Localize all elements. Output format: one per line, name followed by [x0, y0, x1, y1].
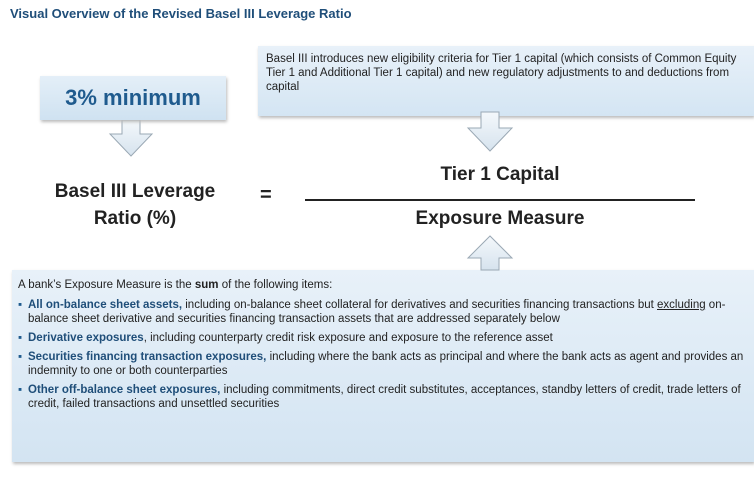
item-lead: Securities financing transaction exposur…	[28, 351, 267, 363]
exposure-intro: A bank’s Exposure Measure is the sum of …	[18, 278, 748, 292]
exposure-item: All on-balance sheet assets, including o…	[18, 298, 748, 326]
intro-bold: sum	[194, 279, 219, 291]
arrow-down	[108, 119, 154, 157]
arrow-up	[466, 235, 514, 271]
tier1-note: Basel III introduces new eligibility cri…	[258, 46, 754, 116]
item-text: including where the bank acts as princip…	[28, 351, 744, 377]
exposure-box: A bank’s Exposure Measure is the sum of …	[12, 270, 754, 462]
formula-equals: =	[260, 184, 272, 206]
fraction-bar	[305, 199, 695, 201]
exposure-item: Securities financing transaction exposur…	[18, 350, 748, 378]
item-underline: excluding	[657, 299, 706, 311]
intro-text: A bank’s Exposure Measure is the	[18, 279, 195, 291]
arrow-down	[466, 111, 514, 152]
formula-numerator: Tier 1 Capital	[440, 164, 560, 185]
exposure-list: All on-balance sheet assets, including o…	[18, 298, 748, 411]
formula-lhs: Basel III Leverage Ratio (%)	[54, 181, 216, 229]
item-lead: Derivative exposures	[28, 332, 144, 344]
formula-denominator: Exposure Measure	[415, 208, 585, 229]
exposure-item: Derivative exposures, including counterp…	[18, 331, 748, 345]
title: Visual Overview of the Revised Basel III…	[10, 6, 352, 21]
exposure-item: Other off-balance sheet exposures, inclu…	[18, 383, 748, 411]
minimum-box: 3% minimum	[40, 76, 226, 120]
item-text: , including counterparty credit risk exp…	[143, 332, 553, 344]
intro-text: of the following items:	[218, 279, 333, 291]
item-lead: All on-balance sheet assets,	[28, 299, 183, 311]
item-text: including commitments, direct credit sub…	[28, 384, 741, 410]
item-lead: Other off-balance sheet exposures,	[28, 384, 221, 396]
item-text: including on-balance sheet collateral fo…	[182, 299, 658, 311]
item-text: on-balance sheet derivative and securiti…	[28, 299, 726, 325]
